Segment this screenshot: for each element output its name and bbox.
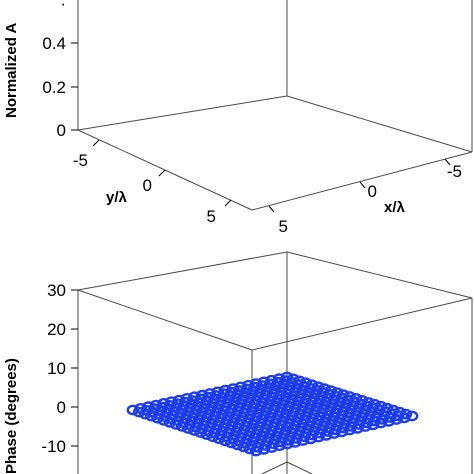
phase-marker — [311, 381, 325, 393]
phase-floor-back-left-edge — [261, 461, 288, 474]
phase-marker — [399, 408, 413, 420]
phase-top-left-edge — [77, 251, 288, 291]
phase-z-tick-label-10: 10 — [47, 359, 66, 378]
amp-y-tick-0 — [158, 169, 166, 177]
phase-panel: 30 20 10 0 -10 Phase (degrees) — [3, 251, 473, 474]
amp-z-tick-label-0: 0 — [57, 121, 66, 140]
phase-marker — [211, 386, 225, 398]
amp-x-tick-5 — [268, 205, 275, 213]
phase-marker — [134, 402, 148, 414]
phase-marker — [195, 389, 209, 401]
phase-z-tick-label-0: 0 — [57, 398, 66, 417]
phase-z-tick-label-20: 20 — [47, 320, 66, 339]
phase-marker — [336, 389, 350, 400]
phase-marker — [355, 394, 369, 406]
phase-marker — [149, 399, 163, 411]
phase-marker — [141, 401, 155, 413]
amp-x-tick-neg5 — [444, 158, 451, 166]
phase-marker — [405, 410, 419, 422]
phase-marker — [286, 373, 300, 385]
phase-marker — [249, 378, 263, 389]
phase-marker — [280, 371, 294, 383]
amp-y-tick-label-0: 0 — [143, 176, 152, 195]
amp-x-tick-label-5: 5 — [279, 217, 288, 236]
phase-marker — [265, 374, 278, 386]
amp-y-tick-label-5: 5 — [207, 207, 216, 226]
phase-marker — [349, 392, 363, 404]
phase-marker — [343, 391, 356, 402]
phase-marker — [393, 406, 406, 418]
amp-x-tick-0 — [359, 181, 366, 189]
phase-marker — [299, 377, 313, 389]
phase-marker — [242, 379, 255, 391]
amp-y-tick-label-neg5: -5 — [73, 151, 88, 170]
amp-x-tick-label-neg5: -5 — [447, 162, 462, 181]
phase-z-tick-label-neg10: -10 — [41, 437, 66, 456]
amp-x-tick-label-0: 0 — [368, 182, 377, 201]
phase-marker — [180, 392, 194, 404]
phase-marker — [368, 398, 381, 410]
phase-marker — [293, 375, 306, 387]
phase-z-axis-label: Phase (degrees) — [3, 358, 20, 474]
phase-marker — [226, 383, 240, 394]
phase-marker — [305, 379, 319, 391]
amp-back-right-floor-edge — [286, 95, 473, 153]
phase-top-front-right-edge — [251, 297, 473, 351]
amp-z-tick-label-0.4: 0.4 — [42, 34, 66, 53]
phase-marker — [257, 376, 271, 388]
phase-marker — [361, 396, 375, 408]
amp-back-left-floor-edge — [77, 95, 288, 131]
phase-marker — [188, 391, 202, 403]
amp-z-tick-label-0.2: 0.2 — [42, 78, 66, 97]
amp-z-tick-label-partial: · — [60, 0, 66, 13]
phase-z-tick-label-30: 30 — [47, 281, 66, 300]
phase-marker — [374, 400, 388, 412]
phase-marker — [234, 381, 248, 393]
phase-marker — [218, 384, 232, 396]
amplitude-panel: 0 0.2 0.4 · Normalized A -5 0 5 y/λ 5 0 … — [3, 0, 473, 236]
amp-y-tick-neg5 — [92, 139, 100, 147]
amp-y-tick-5 — [224, 199, 232, 207]
phase-marker-group — [126, 371, 419, 457]
phase-marker — [272, 373, 286, 384]
phase-marker — [324, 385, 338, 396]
amp-front-right-floor-edge — [251, 151, 473, 211]
phase-marker — [157, 397, 171, 409]
amp-x-axis-label: x/λ — [384, 199, 406, 216]
phase-top-right-edge — [286, 251, 473, 299]
phase-marker — [172, 394, 186, 406]
amp-y-axis-label: y/λ — [106, 189, 128, 206]
phase-marker — [126, 404, 140, 416]
phase-marker — [380, 402, 394, 414]
phase-marker — [203, 388, 217, 399]
phase-marker — [165, 396, 178, 408]
phase-floor-back-right-edge — [286, 461, 313, 474]
phase-marker — [318, 383, 331, 395]
phase-top-front-left-edge — [77, 289, 253, 351]
phase-marker — [330, 387, 344, 398]
amp-z-axis-label: Normalized A — [3, 23, 20, 118]
phase-marker — [386, 404, 400, 416]
